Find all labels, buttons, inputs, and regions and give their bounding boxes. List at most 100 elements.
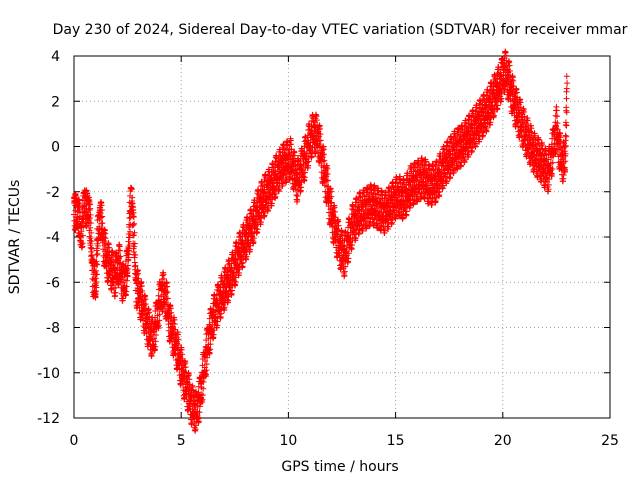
data-point xyxy=(175,336,182,343)
data-point xyxy=(129,194,136,201)
data-point xyxy=(127,228,134,235)
data-point xyxy=(99,220,106,227)
data-point xyxy=(328,193,335,200)
data-point xyxy=(102,235,109,242)
data-point xyxy=(324,177,331,184)
data-point xyxy=(131,220,138,227)
data-point xyxy=(94,250,101,257)
data-point xyxy=(563,85,570,92)
data-point xyxy=(324,165,331,172)
x-tick-label: 20 xyxy=(494,433,512,449)
data-point xyxy=(79,232,86,239)
data-point xyxy=(487,115,494,122)
data-point xyxy=(342,263,349,270)
x-tick-label: 15 xyxy=(387,433,405,449)
data-point xyxy=(117,253,124,260)
y-tick-label: -12 xyxy=(37,411,60,427)
data-point xyxy=(94,261,101,268)
data-point xyxy=(545,181,552,188)
data-point xyxy=(563,104,570,111)
data-point xyxy=(203,367,210,374)
data-point xyxy=(130,221,137,228)
data-point xyxy=(135,275,142,282)
data-point xyxy=(146,313,153,320)
data-point xyxy=(561,166,568,173)
data-point xyxy=(139,287,146,294)
data-point xyxy=(321,151,328,158)
data-point xyxy=(88,229,95,236)
chart-title: Day 230 of 2024, Sidereal Day-to-day VTE… xyxy=(53,22,628,38)
y-axis-label: SDTVAR / TECUs xyxy=(7,180,23,295)
y-tick-label: -2 xyxy=(46,185,60,201)
data-point xyxy=(317,131,324,138)
data-point xyxy=(317,125,324,132)
data-point xyxy=(86,215,93,222)
data-point xyxy=(165,321,172,328)
x-tick-label: 5 xyxy=(177,433,186,449)
data-point xyxy=(150,335,157,342)
data-point xyxy=(186,376,193,383)
data-point xyxy=(305,158,312,165)
data-point xyxy=(327,188,334,195)
data-point xyxy=(563,109,570,116)
data-point xyxy=(563,133,570,140)
data-point xyxy=(182,364,189,371)
x-tick-label: 25 xyxy=(601,433,619,449)
data-point xyxy=(202,358,209,365)
y-tick-label: -6 xyxy=(46,275,60,291)
y-tick-label: 2 xyxy=(51,94,60,110)
data-point xyxy=(294,192,301,199)
data-point xyxy=(554,113,561,120)
data-point xyxy=(87,235,94,242)
data-point xyxy=(554,120,561,127)
data-point xyxy=(349,242,356,249)
data-point xyxy=(112,284,119,291)
data-point xyxy=(93,267,100,274)
data-series xyxy=(71,48,571,434)
data-point xyxy=(510,77,517,84)
y-tick-label: -10 xyxy=(37,366,60,382)
data-point xyxy=(564,80,571,87)
data-point xyxy=(321,157,328,164)
data-point xyxy=(196,409,203,416)
data-point xyxy=(203,361,210,368)
data-point xyxy=(132,262,139,269)
data-point xyxy=(549,159,556,166)
data-point xyxy=(138,282,145,289)
data-point xyxy=(126,242,133,249)
data-point xyxy=(97,214,104,221)
x-tick-labels: 0 5 10 15 20 25 xyxy=(70,433,619,449)
y-tick-label: 4 xyxy=(51,49,60,65)
data-point xyxy=(549,171,556,178)
data-point xyxy=(324,170,331,177)
data-point xyxy=(302,169,309,176)
data-point xyxy=(88,238,95,245)
data-point xyxy=(93,258,100,265)
data-point xyxy=(207,341,214,348)
data-point xyxy=(142,301,149,308)
data-point xyxy=(553,125,560,132)
data-point xyxy=(528,129,535,136)
data-point xyxy=(128,186,135,193)
data-point xyxy=(327,200,334,207)
x-axis-label: GPS time / hours xyxy=(281,459,398,475)
data-point xyxy=(562,150,569,157)
data-point xyxy=(126,234,133,241)
data-point xyxy=(563,73,570,80)
data-point xyxy=(562,142,569,149)
data-point xyxy=(179,351,186,358)
y-tick-label: -8 xyxy=(46,321,60,337)
data-point xyxy=(506,62,513,69)
data-point xyxy=(196,414,203,421)
data-point xyxy=(164,295,171,302)
data-point xyxy=(152,338,159,345)
data-point xyxy=(171,321,178,328)
data-point xyxy=(320,158,327,165)
data-point xyxy=(250,235,257,242)
data-point xyxy=(562,158,569,165)
data-point xyxy=(553,107,560,114)
data-point xyxy=(331,208,338,215)
data-point xyxy=(345,250,352,257)
data-point xyxy=(131,243,138,250)
